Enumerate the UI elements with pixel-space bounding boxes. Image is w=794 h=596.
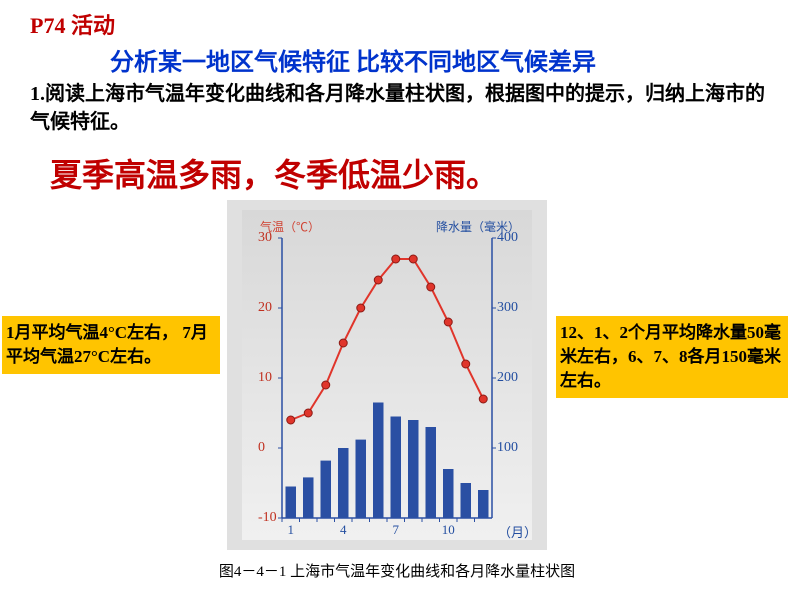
tick-month: 1 [288, 522, 295, 538]
climate-chart: 气温（℃） 降水量（毫米） （月） -100102030100200300400… [227, 200, 547, 550]
tick-month: 7 [393, 522, 400, 538]
note-temperature: 1月平均气温4°C左右， 7月平均气温27°C左右。 [2, 316, 220, 374]
tick-temp: 30 [258, 230, 272, 246]
tick-temp: 0 [258, 440, 265, 456]
chart-plot [282, 238, 492, 518]
chart-inner: 气温（℃） 降水量（毫米） （月） -100102030100200300400… [242, 210, 532, 540]
tick-temp: 10 [258, 370, 272, 386]
x-axis-unit: （月） [498, 522, 537, 541]
tick-month: 4 [340, 522, 347, 538]
tick-temp: 20 [258, 300, 272, 316]
tick-precip: 400 [497, 230, 518, 246]
tick-precip: 100 [497, 440, 518, 456]
tick-month: 10 [442, 522, 455, 538]
tick-temp: -10 [258, 510, 277, 526]
page-label: P74 活动 [30, 8, 115, 40]
summary-statement: 夏季高温多雨，冬季低温少雨。 [50, 150, 498, 196]
question-text: 1.阅读上海市气温年变化曲线和各月降水量柱状图，根据图中的提示，归纳上海市的气候… [30, 80, 770, 136]
note-precipitation: 12、1、2个月平均降水量50毫米左右，6、7、8各月150毫米左右。 [556, 316, 788, 398]
tick-precip: 200 [497, 370, 518, 386]
tick-precip: 300 [497, 300, 518, 316]
main-title: 分析某一地区气候特征 比较不同地区气候差异 [110, 42, 596, 77]
figure-caption: 图4－4－1 上海市气温年变化曲线和各月降水量柱状图 [0, 560, 794, 581]
